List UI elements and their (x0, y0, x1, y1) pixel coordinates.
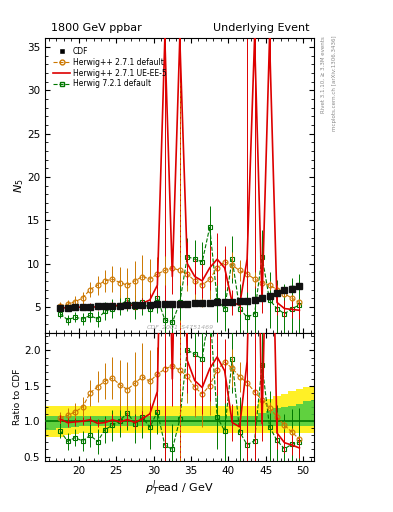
Text: mcplots.cern.ch [arXiv:1306.3436]: mcplots.cern.ch [arXiv:1306.3436] (332, 36, 337, 132)
Text: CDF_2001_S4751469: CDF_2001_S4751469 (146, 324, 213, 330)
X-axis label: $p_T^l$ead / GeV: $p_T^l$ead / GeV (145, 478, 214, 498)
Text: 1800 GeV ppbar: 1800 GeV ppbar (51, 23, 141, 32)
Text: Underlying Event: Underlying Event (213, 23, 309, 32)
Text: Rivet 3.1.10, ≥ 3.3M events: Rivet 3.1.10, ≥ 3.3M events (320, 36, 325, 113)
Legend: CDF, Herwig++ 2.7.1 default, Herwig++ 2.7.1 UE-EE-5, Herwig 7.2.1 default: CDF, Herwig++ 2.7.1 default, Herwig++ 2.… (50, 44, 170, 92)
Y-axis label: $N_5$: $N_5$ (12, 178, 26, 193)
Y-axis label: Ratio to CDF: Ratio to CDF (13, 369, 22, 425)
